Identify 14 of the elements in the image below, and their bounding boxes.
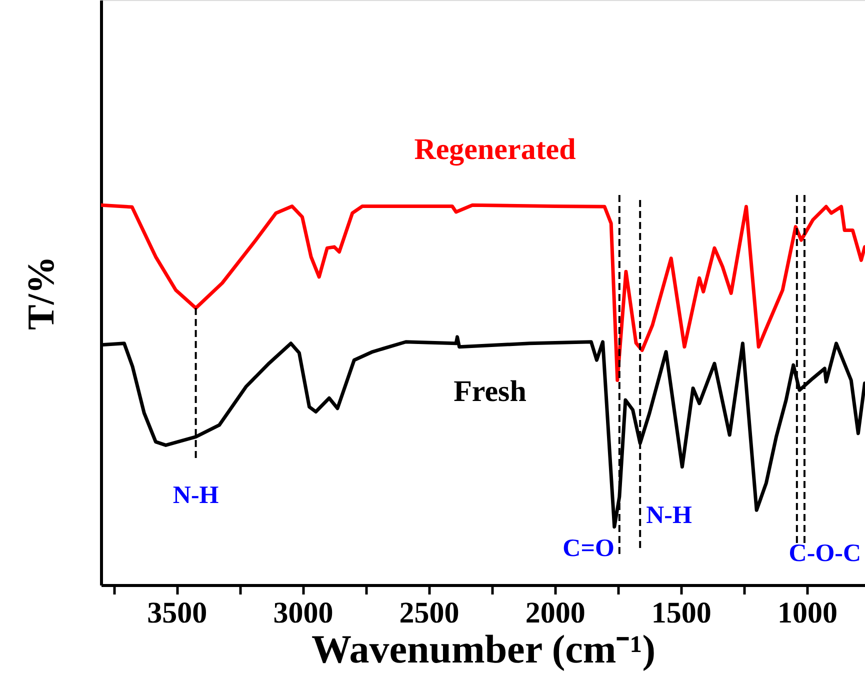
x-tick-label: 2500 bbox=[399, 596, 460, 630]
ref-line-label: N-H bbox=[172, 482, 220, 509]
series-label: Regenerated bbox=[414, 133, 576, 166]
ref-line-label: C=O bbox=[562, 535, 614, 562]
x-tick-label: 3000 bbox=[273, 596, 334, 630]
x-axis-title: Wavenumber (cm⁻¹) bbox=[311, 626, 656, 672]
ref-line-label: N-H bbox=[646, 502, 692, 529]
y-axis-title: T/% bbox=[20, 256, 62, 330]
x-tick-label: 1500 bbox=[651, 596, 712, 630]
ref-line-label: C-O-C bbox=[788, 540, 862, 567]
x-tick-label: 1000 bbox=[778, 596, 838, 630]
x-tick-label: 2000 bbox=[525, 596, 586, 630]
series-label: Fresh bbox=[454, 375, 527, 408]
x-tick-label: 3500 bbox=[147, 596, 208, 630]
